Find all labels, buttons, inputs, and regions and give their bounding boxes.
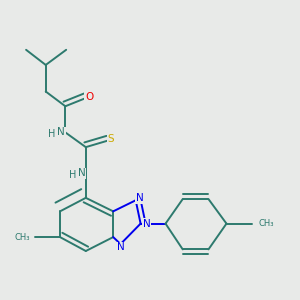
Text: CH₃: CH₃ bbox=[15, 232, 30, 242]
Text: H: H bbox=[48, 129, 56, 139]
Text: O: O bbox=[85, 92, 93, 102]
Text: CH₃: CH₃ bbox=[258, 219, 274, 228]
Text: H: H bbox=[69, 169, 76, 179]
Text: N: N bbox=[143, 219, 151, 229]
Text: N: N bbox=[57, 128, 65, 137]
Text: N: N bbox=[136, 193, 144, 203]
Text: N: N bbox=[118, 242, 125, 252]
Text: S: S bbox=[108, 134, 115, 144]
Text: N: N bbox=[78, 168, 86, 178]
